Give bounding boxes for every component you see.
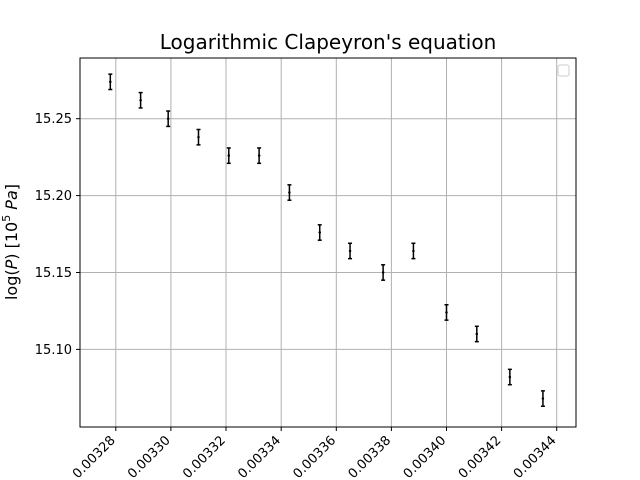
data-point <box>348 242 353 260</box>
y-axis-label: log(P) [105 Pa] <box>0 184 21 300</box>
data-point <box>108 73 113 91</box>
legend-box <box>557 64 570 77</box>
x-tick-label: 0.00328 <box>70 433 119 480</box>
data-marker <box>227 154 230 157</box>
data-marker <box>412 249 415 253</box>
data-marker <box>541 397 545 400</box>
data-point <box>444 304 449 321</box>
data-point <box>287 184 292 201</box>
data-marker <box>445 311 448 314</box>
x-tick-label: 0.00334 <box>235 433 284 480</box>
data-marker <box>475 332 478 336</box>
data-marker <box>348 249 352 253</box>
data-marker <box>139 99 142 102</box>
data-marker <box>197 135 200 139</box>
x-tick-label: 0.00336 <box>291 433 340 480</box>
x-tick-label: 0.00344 <box>511 433 560 480</box>
chart-title: Logarithmic Clapeyron's equation <box>160 30 497 54</box>
data-point <box>257 147 262 165</box>
data-marker <box>257 154 261 157</box>
data-marker <box>508 375 512 379</box>
x-tick-label: 0.00342 <box>456 433 505 480</box>
data-point <box>138 91 143 109</box>
x-tick-label: 0.00340 <box>401 433 450 480</box>
data-point <box>381 264 386 281</box>
y-tick-label: 15.15 <box>35 266 72 281</box>
data-point <box>474 325 479 343</box>
data-point <box>196 128 201 146</box>
data-marker <box>166 117 170 120</box>
error-bars <box>108 73 545 407</box>
x-tick-label: 0.00332 <box>180 433 229 480</box>
chart-grid <box>80 58 576 427</box>
data-point <box>507 368 512 386</box>
data-point <box>540 390 545 407</box>
data-point <box>166 110 171 128</box>
data-marker <box>318 231 321 234</box>
data-marker <box>288 191 291 194</box>
x-axis: 0.00328 0.00330 0.00332 0.00334 0.00336 0.003… <box>70 427 560 480</box>
plot-area-frame <box>79 57 577 428</box>
x-tick-label: 0.00338 <box>346 433 395 480</box>
x-tick-label: 0.00330 <box>125 433 174 480</box>
data-point <box>226 147 231 165</box>
y-tick-label: 15.25 <box>35 112 72 127</box>
data-marker <box>381 271 385 274</box>
y-axis: 15.10 15.15 15.20 15.25 <box>35 112 80 358</box>
data-point <box>411 242 416 260</box>
data-marker <box>109 80 112 84</box>
y-tick-label: 15.10 <box>35 343 72 358</box>
data-point <box>317 224 322 241</box>
y-tick-label: 15.20 <box>35 189 72 204</box>
